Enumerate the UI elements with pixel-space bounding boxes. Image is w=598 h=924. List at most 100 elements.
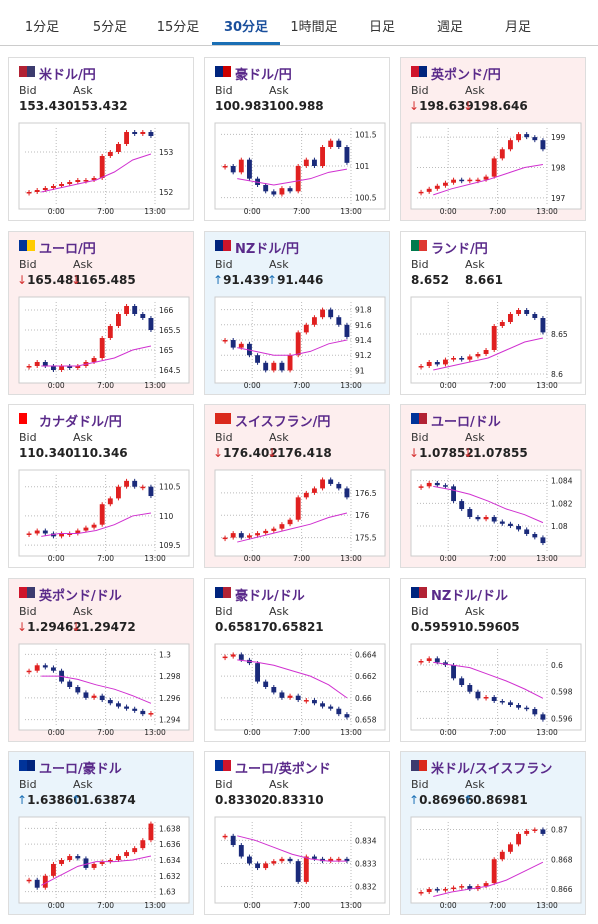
- candle: [132, 132, 138, 134]
- pair-name[interactable]: ユーロ/豪ドル: [39, 762, 122, 777]
- y-tick-label: 1.084: [551, 477, 573, 486]
- candle: [532, 313, 538, 318]
- rate-panel[interactable]: 豪ドル/円 Bid Ask 100.983 100.988 100.5 101 101.5 0:…: [204, 57, 390, 221]
- bid-value: ↓165.481: [17, 273, 82, 287]
- pair-name[interactable]: ユーロ/円: [39, 241, 96, 257]
- pair-name[interactable]: ユーロ/ドル: [431, 415, 501, 430]
- rate-panel[interactable]: ユーロ/円 Bid Ask ↓165.481 ↓165.485 164.5 165 165.5…: [8, 230, 194, 395]
- pair-name[interactable]: 豪ドル/円: [235, 68, 292, 83]
- candle: [222, 835, 228, 838]
- trend-arrow: ↓: [71, 619, 82, 634]
- candle: [312, 488, 317, 493]
- candle: [499, 851, 505, 860]
- ask-value: ↑91.446: [267, 273, 323, 287]
- ask-value: ↓165.485: [71, 273, 136, 287]
- y-tick-label: 100.5: [355, 194, 377, 203]
- candle: [516, 309, 521, 314]
- tab[interactable]: 週足: [436, 20, 463, 35]
- candle: [238, 533, 244, 538]
- rate-panel[interactable]: NZドル/円 Bid Ask ↑91.439 ↑91.446 91 91.2 91.4 91.6…: [204, 230, 390, 395]
- candle: [75, 856, 81, 859]
- rate-panel[interactable]: ランド/円 Bid Ask 8.652 8.661 8.6 8.65 0:00 7:00 13:0…: [400, 230, 586, 395]
- rate-panel[interactable]: 豪ドル/ドル Bid Ask 0.65817 0.65821 0.658 0.66 0.662…: [204, 577, 390, 742]
- tab[interactable]: 5分足: [92, 20, 128, 35]
- candle: [540, 317, 546, 332]
- candle: [271, 191, 277, 195]
- candle: [263, 185, 269, 192]
- y-tick-label: 198: [551, 164, 566, 173]
- candle: [320, 309, 325, 317]
- pair-name[interactable]: 英ポンド/円: [431, 68, 501, 83]
- pair-name[interactable]: ユーロ/英ポンド: [235, 762, 331, 777]
- pair-name[interactable]: スイスフラン/円: [235, 415, 331, 430]
- rate-panel[interactable]: 米ドル/スイスフラン Bid Ask ↑0.86966 ↑0.86981 0.866 0.8…: [400, 751, 586, 915]
- ask-value: 0.83310: [269, 793, 324, 807]
- candle: [508, 844, 513, 852]
- rate-panel[interactable]: ユーロ/英ポンド Bid Ask 0.83302 0.83310 0.832 0.833 0.…: [204, 751, 390, 915]
- moving-average: [433, 661, 544, 699]
- candle: [222, 339, 228, 341]
- pair-name[interactable]: 豪ドル/ドル: [235, 588, 305, 604]
- rate-panel[interactable]: 英ポンド/円 Bid Ask ↓198.639 ↓198.646 197 198 199 0:0…: [400, 57, 586, 221]
- flag: [411, 66, 427, 77]
- ask-number: 198.646: [473, 99, 528, 113]
- candle: [344, 858, 350, 862]
- candle: [532, 829, 538, 831]
- trend-arrow: ↓: [267, 446, 278, 460]
- y-tick-label: 0.833: [355, 859, 377, 868]
- candle: [524, 529, 530, 534]
- rate-panel[interactable]: NZドル/ドル Bid Ask 0.59591 0.59605 0.596 0.598 0.6…: [400, 577, 586, 742]
- rate-panel[interactable]: ユーロ/豪ドル Bid Ask ↑1.63860 ↑1.63874 1.63 1.632 1.…: [8, 751, 194, 915]
- pair-name[interactable]: NZドル/ドル: [431, 588, 509, 604]
- candle: [287, 354, 293, 370]
- candle: [116, 313, 121, 326]
- tab[interactable]: 日足: [368, 20, 395, 35]
- pair-name[interactable]: ランド/円: [431, 241, 488, 257]
- rate-panel[interactable]: カナダドル/円 Bid Ask 110.340 110.346 109.5 110 110.5…: [8, 404, 194, 568]
- candle: [34, 190, 40, 192]
- ask-value: 110.346: [73, 446, 128, 460]
- bid-number: 110.340: [19, 446, 74, 460]
- pair-name[interactable]: カナダドル/円: [39, 415, 122, 430]
- mini-chart: 197 198 199 0:00 7:00 13:00: [410, 122, 582, 216]
- ask-number: 165.485: [81, 272, 136, 287]
- ask-number: 0.59605: [465, 619, 520, 634]
- moving-average: [41, 675, 152, 704]
- candle: [499, 700, 505, 702]
- pair-name[interactable]: NZドル/円: [235, 241, 300, 257]
- rate-panel[interactable]: ユーロ/ドル Bid Ask ↓1.07852 ↓1.07855 1.08 1.082 1.0…: [400, 404, 586, 568]
- candle: [491, 325, 497, 350]
- pair-name[interactable]: 英ポンド/ドル: [39, 588, 122, 604]
- bid-label: Bid: [215, 257, 233, 271]
- y-tick-label: 1.294: [159, 715, 181, 724]
- rate-panel[interactable]: 英ポンド/ドル Bid Ask ↓1.29462 ↓1.29472 1.294 1.296 1…: [8, 577, 194, 742]
- ask-label: Ask: [269, 431, 289, 444]
- candle: [116, 856, 121, 860]
- flag: [19, 66, 35, 77]
- candle: [426, 188, 432, 192]
- moving-average: [433, 861, 544, 897]
- pair-name[interactable]: 米ドル/スイスフラン: [431, 762, 553, 777]
- y-tick-label: 165: [159, 346, 174, 355]
- tab[interactable]: 30分足: [212, 12, 280, 45]
- candle: [287, 695, 293, 698]
- rate-panel[interactable]: スイスフラン/円 Bid Ask ↓176.402 ↓176.418 175.5 176 17…: [204, 404, 390, 568]
- pair-name[interactable]: 米ドル/円: [39, 68, 96, 83]
- trend-arrow: ↑: [267, 272, 278, 287]
- tab[interactable]: 月足: [504, 20, 531, 35]
- candle: [255, 662, 260, 682]
- candle: [59, 184, 64, 186]
- candle: [508, 140, 513, 150]
- candle: [34, 361, 40, 366]
- tab[interactable]: 1時間足: [290, 20, 338, 35]
- candle: [287, 188, 293, 192]
- rate-panel[interactable]: 米ドル/円 Bid Ask 153.430 153.432 152 153 0:00 7:00 1…: [8, 57, 194, 221]
- candle: [222, 537, 228, 540]
- tab[interactable]: 1分足: [24, 20, 60, 35]
- candle: [263, 863, 269, 869]
- candle: [107, 152, 113, 156]
- candle: [336, 708, 342, 714]
- bid-number: 1.63860: [27, 793, 82, 807]
- tab[interactable]: 15分足: [156, 20, 200, 35]
- ask-number: 153.432: [73, 99, 128, 113]
